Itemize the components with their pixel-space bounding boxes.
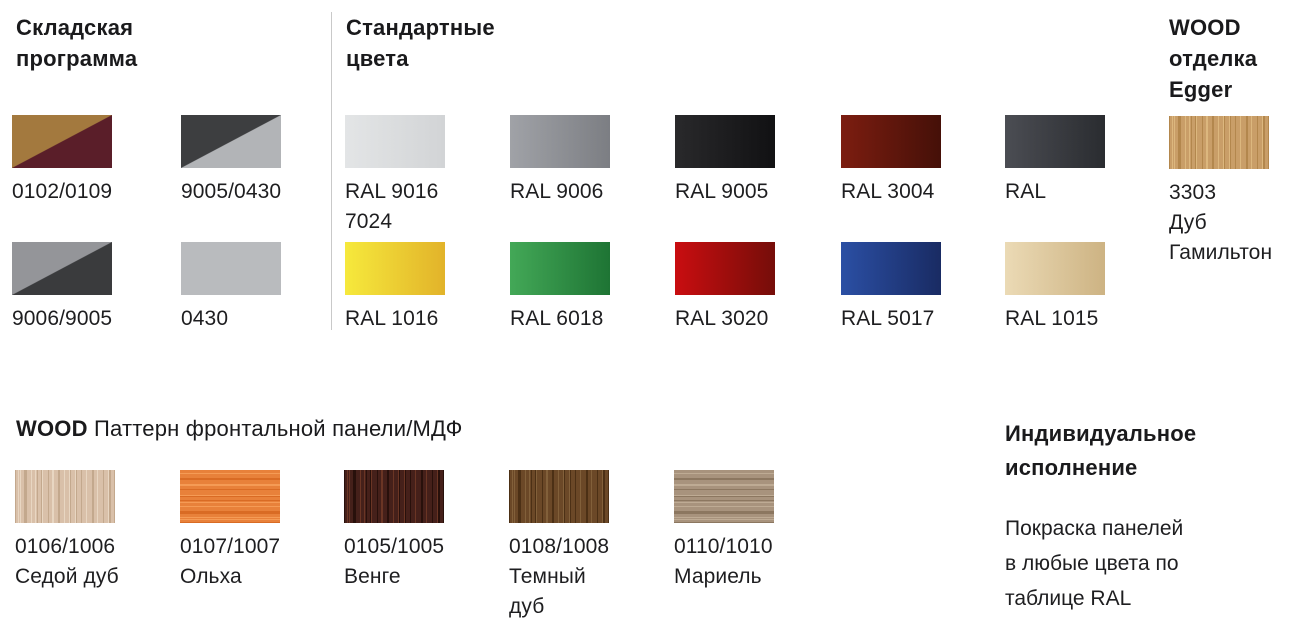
- color-swatch-9005-0430: [181, 115, 281, 168]
- swatch-cell-ral-5017: RAL 5017: [841, 242, 951, 334]
- wood-swatch-0110-1010: [674, 470, 774, 523]
- color-swatch-ral-3004: [841, 115, 941, 168]
- color-swatch-ral-5017: [841, 242, 941, 295]
- swatch-code: 0110/1010: [674, 535, 773, 558]
- swatch-label: RAL 9016 7024: [345, 177, 455, 237]
- swatch-label-line2: 7024: [345, 210, 393, 233]
- swatch-label: 0106/1006 Седой дуб: [15, 532, 133, 592]
- wood-pattern-title-bold: WOOD: [16, 416, 88, 441]
- color-swatch-0430: [181, 242, 281, 295]
- swatch-name: Ольха: [180, 565, 242, 588]
- swatch-label-line1: RAL 9016: [345, 180, 439, 203]
- swatch-label: 3303 Дуб Гамильтон: [1169, 178, 1289, 268]
- swatch-code: 0107/1007: [180, 535, 281, 558]
- swatch-cell-0105-1005: 0105/1005 Венге: [344, 470, 462, 592]
- swatch-label: 9006/9005: [12, 307, 113, 330]
- color-swatch-ral-9005: [675, 115, 775, 168]
- swatch-label: 0108/1008 Темный дуб: [509, 532, 627, 622]
- swatch-label: RAL 9006: [510, 180, 604, 203]
- swatch-name: Дуб Гамильтон: [1169, 211, 1273, 264]
- swatch-label: 0102/0109: [12, 180, 113, 203]
- swatch-label: 0430: [181, 307, 229, 330]
- color-swatch-ral-3020: [675, 242, 775, 295]
- swatch-cell-ral-9005: RAL 9005: [675, 115, 785, 207]
- swatch-cell-ral-3004: RAL 3004: [841, 115, 951, 207]
- wood-pattern-title-rest: Паттерн фронтальной панели/МДФ: [87, 416, 463, 441]
- swatch-cell-ral-1016: RAL 1016: [345, 242, 455, 334]
- swatch-label: RAL 5017: [841, 307, 935, 330]
- standard-colors-title: Стандартные цвета: [346, 15, 495, 71]
- wood-swatch-0106-1006: [15, 470, 115, 523]
- color-swatch-9006-9005: [12, 242, 112, 295]
- swatch-label: 0107/1007 Ольха: [180, 532, 298, 592]
- swatch-label: RAL 9005: [675, 180, 769, 203]
- swatch-label: RAL 1015: [1005, 307, 1099, 330]
- custom-finish-description: Покраска панелей в любые цвета по таблиц…: [1005, 517, 1184, 610]
- swatch-cell-ral-3020: RAL 3020: [675, 242, 785, 334]
- swatch-cell-ral: RAL: [1005, 115, 1115, 207]
- wood-swatch-0105-1005: [344, 470, 444, 523]
- swatch-label: 0105/1005 Венге: [344, 532, 462, 592]
- swatch-label: 9005/0430: [181, 180, 282, 203]
- swatch-label: RAL 1016: [345, 307, 439, 330]
- swatch-cell-0430: 0430: [181, 242, 341, 334]
- color-swatch-ral-9006: [510, 115, 610, 168]
- wood-egger-title: WOOD отделка Egger: [1169, 15, 1258, 102]
- wood-pattern-title: WOOD Паттерн фронтальной панели/МДФ: [16, 413, 716, 444]
- swatch-cell-9006-9005: 9006/9005: [12, 242, 172, 334]
- swatch-name: Мариель: [674, 565, 762, 588]
- swatch-cell-0108-1008: 0108/1008 Темный дуб: [509, 470, 627, 622]
- swatch-cell-0106-1006: 0106/1006 Седой дуб: [15, 470, 133, 592]
- section-divider: [331, 12, 332, 330]
- swatch-label: RAL 3020: [675, 307, 769, 330]
- swatch-cell-ral-9016: RAL 9016 7024: [345, 115, 455, 237]
- color-swatch-0102-0109: [12, 115, 112, 168]
- swatch-cell-9005-0430: 9005/0430: [181, 115, 341, 207]
- swatch-cell-0107-1007: 0107/1007 Ольха: [180, 470, 298, 592]
- swatch-code: 3303: [1169, 181, 1217, 204]
- color-swatch-ral: [1005, 115, 1105, 168]
- swatch-label: RAL 3004: [841, 180, 935, 203]
- warehouse-program-title: Складская программа: [16, 15, 138, 71]
- swatch-cell-ral-1015: RAL 1015: [1005, 242, 1115, 334]
- swatch-code: 0106/1006: [15, 535, 116, 558]
- wood-swatch-egger-3303: [1169, 116, 1269, 169]
- swatch-name: Темный дуб: [509, 565, 586, 618]
- swatch-cell-egger-3303: 3303 Дуб Гамильтон: [1169, 116, 1289, 268]
- swatch-code: 0108/1008: [509, 535, 610, 558]
- color-swatch-ral-1015: [1005, 242, 1105, 295]
- swatch-label: 0110/1010 Мариель: [674, 532, 792, 592]
- swatch-code: 0105/1005: [344, 535, 445, 558]
- wood-swatch-0108-1008: [509, 470, 609, 523]
- wood-swatch-0107-1007: [180, 470, 280, 523]
- swatch-name: Венге: [344, 565, 401, 588]
- color-swatch-ral-1016: [345, 242, 445, 295]
- swatch-cell-ral-6018: RAL 6018: [510, 242, 620, 334]
- swatch-label: RAL: [1005, 180, 1047, 203]
- swatch-label: RAL 6018: [510, 307, 604, 330]
- swatch-cell-0102-0109: 0102/0109: [12, 115, 172, 207]
- swatch-cell-ral-9006: RAL 9006: [510, 115, 620, 207]
- swatch-name: Седой дуб: [15, 565, 119, 588]
- swatch-cell-0110-1010: 0110/1010 Мариель: [674, 470, 792, 592]
- custom-finish-title: Индивидуальное исполнение: [1005, 421, 1197, 480]
- color-swatch-ral-6018: [510, 242, 610, 295]
- color-swatch-ral-9016: [345, 115, 445, 168]
